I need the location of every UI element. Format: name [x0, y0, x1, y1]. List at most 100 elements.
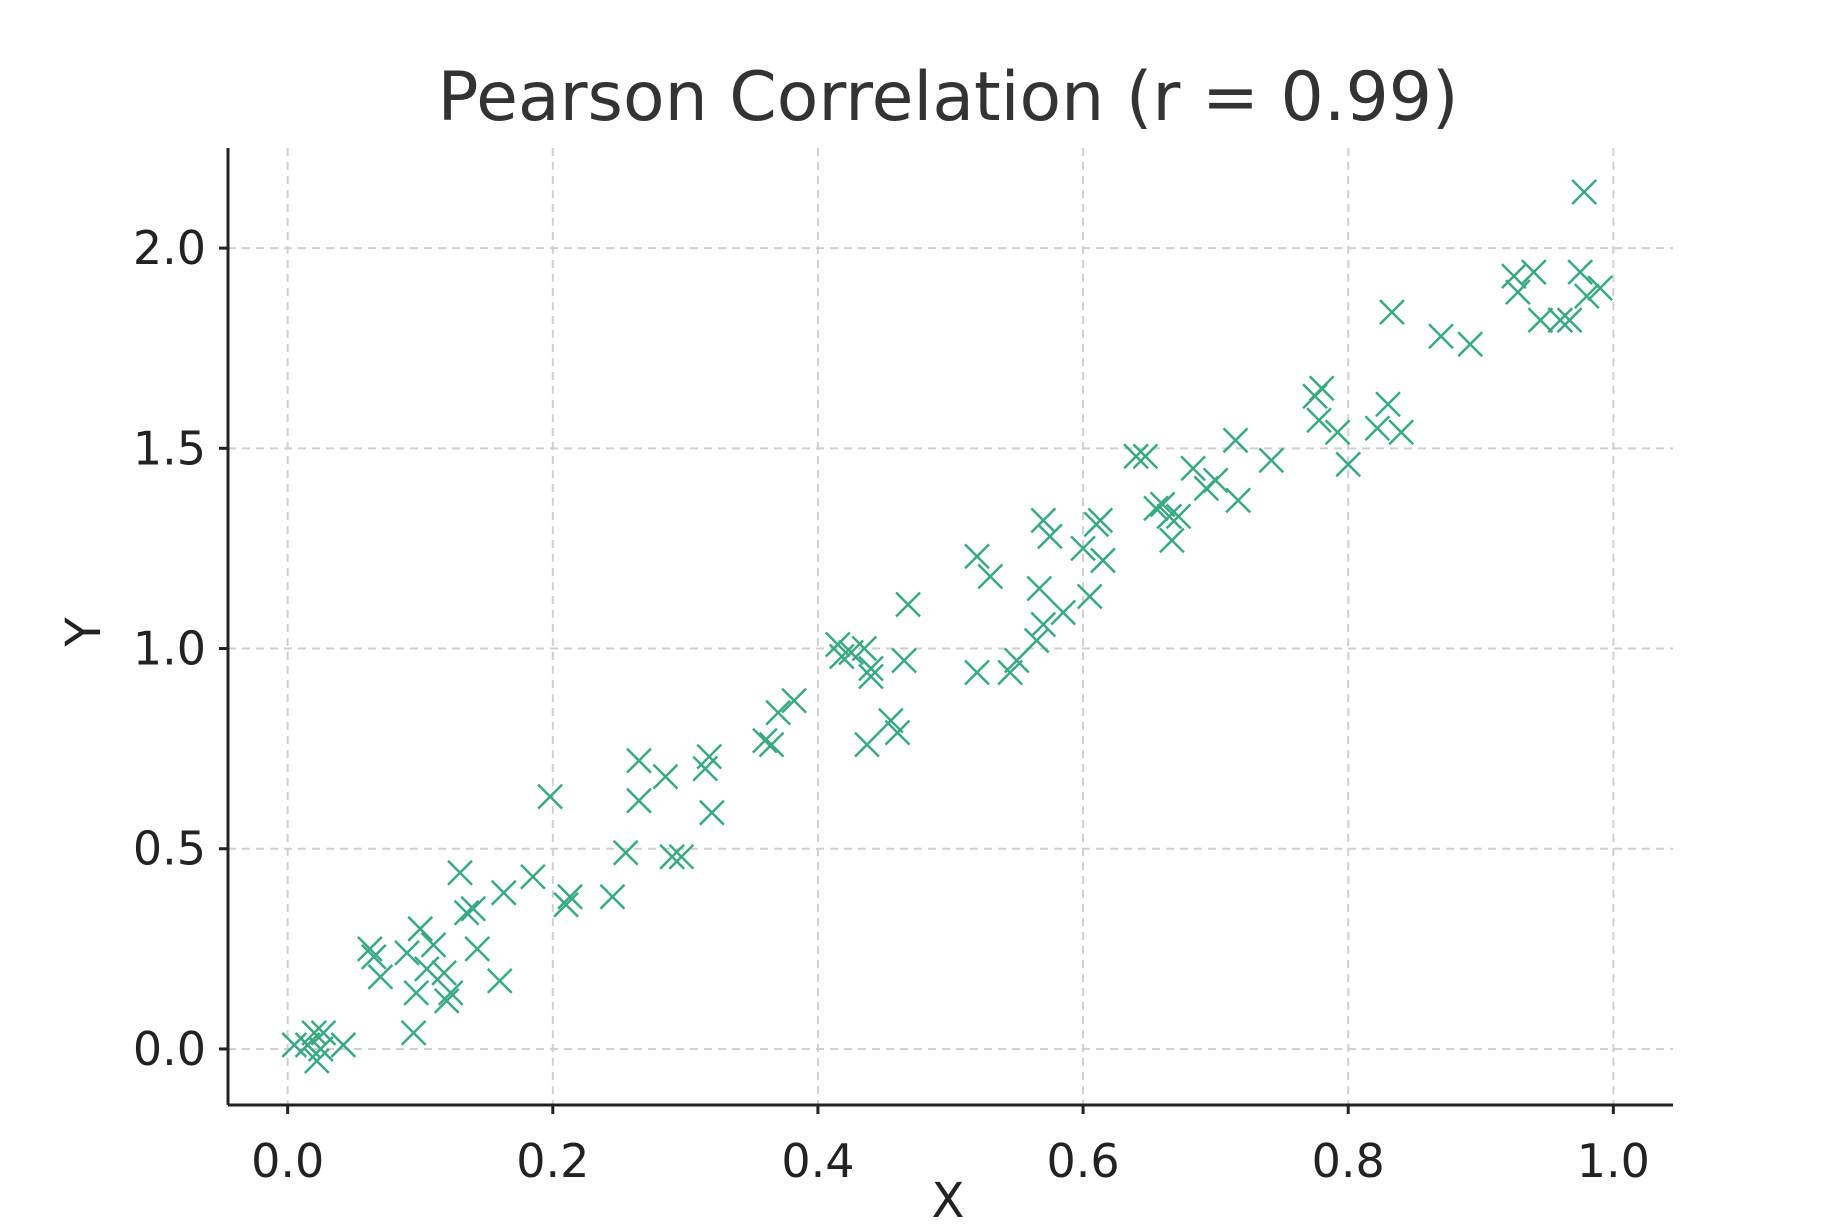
data-point [1023, 627, 1050, 654]
data-point [413, 955, 440, 982]
data-point [696, 743, 723, 770]
data-point [1379, 299, 1405, 326]
data-point [460, 895, 487, 922]
data-point [1202, 467, 1229, 494]
grid [228, 148, 1673, 1105]
data-point [1222, 427, 1249, 454]
y-tick-label: 0.0 [133, 1022, 206, 1076]
data-point [1428, 323, 1454, 350]
data-point [1149, 491, 1176, 518]
data-point [520, 863, 546, 890]
data-point [964, 659, 990, 686]
data-point [1132, 443, 1159, 470]
data-point [557, 883, 583, 910]
data-point [1547, 307, 1574, 334]
data-point [1070, 535, 1096, 562]
x-tick-label: 0.4 [781, 1134, 854, 1188]
data-point [1567, 259, 1594, 286]
data-point [447, 859, 473, 886]
data-point [367, 963, 394, 990]
data-point [854, 731, 880, 758]
data-point [895, 591, 921, 618]
data-points [281, 179, 1613, 1074]
data-point [652, 763, 679, 790]
data-point [781, 687, 807, 714]
data-point [394, 939, 420, 966]
data-point [698, 799, 725, 826]
data-point [307, 1036, 334, 1062]
y-axis-label: Y [56, 617, 112, 648]
data-point [1308, 375, 1335, 402]
data-point [891, 647, 917, 674]
data-point [659, 843, 685, 870]
data-point [1030, 507, 1057, 534]
x-tick-label: 0.0 [251, 1134, 324, 1188]
data-point [553, 891, 579, 918]
data-point [851, 635, 878, 662]
x-tick-label: 0.8 [1312, 1134, 1385, 1188]
data-point [433, 988, 460, 1014]
data-point [310, 1020, 337, 1046]
data-point [997, 659, 1024, 686]
data-point [1324, 419, 1351, 446]
data-point [858, 655, 884, 682]
data-point [599, 883, 626, 910]
data-point [1556, 307, 1583, 334]
data-point [1571, 179, 1598, 205]
data-point [403, 979, 430, 1006]
data-point [1030, 611, 1057, 638]
y-tick-label: 1.5 [133, 421, 206, 475]
data-point [1520, 259, 1547, 286]
data-point [1573, 283, 1600, 310]
x-tick-label: 0.6 [1046, 1134, 1119, 1188]
data-point [1159, 527, 1185, 554]
data-point [1335, 451, 1362, 478]
data-point [1364, 415, 1391, 442]
data-point [1225, 487, 1252, 514]
data-point [1087, 507, 1114, 534]
y-axis-ticks: 0.0 0.5 1.0 1.5 2.0 [133, 221, 228, 1076]
data-point [884, 719, 911, 746]
data-point [877, 707, 904, 734]
data-point [626, 787, 652, 814]
x-axis-label: X [932, 1173, 965, 1226]
data-point [1258, 447, 1285, 474]
data-point [1037, 523, 1063, 550]
data-point [1123, 443, 1149, 470]
data-point [400, 1020, 427, 1046]
data-point [420, 931, 447, 958]
data-point [752, 727, 778, 754]
data-point [360, 943, 387, 970]
data-point [1306, 407, 1332, 434]
data-point [464, 935, 491, 962]
data-point [1143, 495, 1169, 522]
data-point [626, 747, 652, 774]
x-tick-label: 1.0 [1577, 1134, 1650, 1188]
data-point [1505, 279, 1531, 306]
data-point [1026, 575, 1053, 602]
data-point [281, 1032, 308, 1058]
data-point [668, 843, 695, 870]
data-point [1457, 331, 1484, 358]
data-point [486, 967, 513, 994]
data-point [1180, 455, 1206, 482]
x-tick-label: 0.2 [516, 1134, 589, 1188]
data-point [758, 731, 785, 758]
data-point [437, 979, 464, 1006]
chart-title: Pearson Correlation (r = 0.99) [438, 58, 1459, 137]
data-point [1156, 503, 1183, 530]
data-point [1050, 599, 1077, 626]
data-point [858, 663, 884, 690]
data-point [1388, 419, 1415, 446]
data-point [431, 959, 457, 986]
data-point [1090, 547, 1116, 574]
data-point [828, 643, 855, 670]
data-point [612, 839, 639, 866]
data-point [765, 699, 792, 726]
data-point [964, 543, 990, 570]
data-point [1375, 391, 1401, 418]
data-point [356, 935, 383, 962]
data-point [330, 1032, 357, 1058]
data-point [453, 899, 480, 926]
